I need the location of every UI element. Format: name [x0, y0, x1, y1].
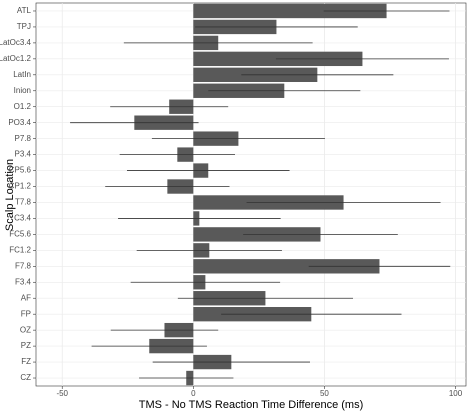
y-tick-label: CZ	[20, 373, 31, 382]
y-tick-label: F3.4	[15, 277, 32, 286]
bar	[193, 259, 380, 274]
y-tick-label: O1.2	[14, 102, 32, 111]
y-tick-label: CP1.2	[9, 182, 32, 191]
x-axis-title: TMS - No TMS Reaction Time Difference (m…	[139, 399, 364, 411]
y-tick-label: OZ	[20, 325, 31, 334]
y-tick-label: LatOc3.4	[0, 38, 32, 47]
x-tick-label: 0	[191, 389, 196, 398]
plot-panel	[35, 2, 467, 387]
y-tick-label: P3.4	[15, 150, 32, 159]
y-tick-label: CP5.6	[9, 166, 32, 175]
y-tick-label: FP	[21, 309, 31, 318]
bar	[193, 3, 387, 19]
y-axis-title: Scalp Location	[4, 159, 16, 231]
y-tick-label: FC1.2	[9, 245, 31, 254]
y-tick-label: TPJ	[17, 22, 31, 31]
y-tick-label: PZ	[21, 341, 31, 350]
x-tick-label: 100	[449, 389, 463, 398]
y-tick-label: ATL	[17, 6, 32, 15]
y-tick-label: LatOc1.2	[0, 54, 32, 63]
y-tick-label: FZ	[21, 357, 31, 366]
y-tick-label: T7.8	[15, 198, 32, 207]
y-tick-label: PO3.4	[8, 118, 31, 127]
y-tick-label: AF	[21, 293, 31, 302]
y-tick-label: FC5.6	[9, 230, 31, 239]
y-tick-label: LatIn	[13, 70, 31, 79]
y-tick-label: C3.4	[14, 214, 31, 223]
x-tick-label: -50	[56, 389, 68, 398]
y-tick-label: P7.8	[15, 134, 32, 143]
x-tick-label: 50	[320, 389, 329, 398]
y-tick-label: Inion	[14, 86, 31, 95]
y-tick-label: F7.8	[15, 261, 32, 270]
